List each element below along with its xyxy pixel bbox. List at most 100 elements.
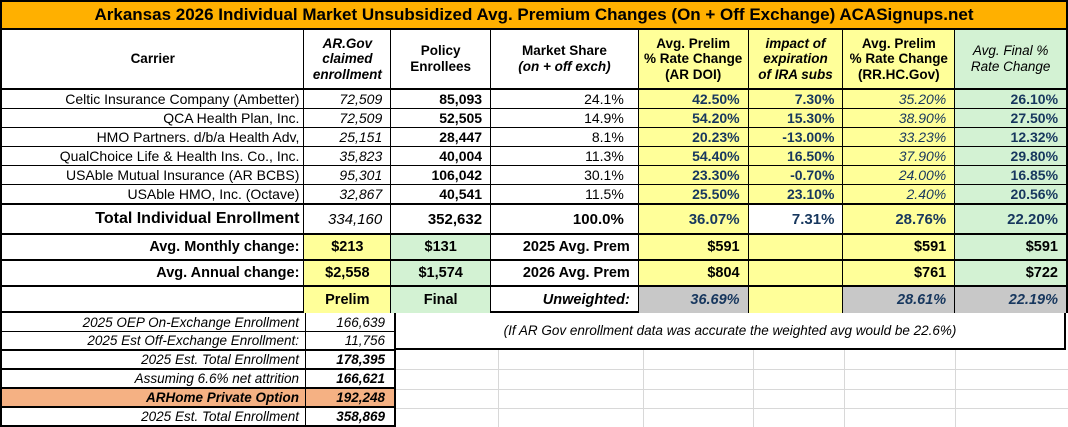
ira-impact-cell[interactable]: 7.30%: [748, 90, 844, 108]
ardoi-rate-cell[interactable]: 25.50%: [638, 185, 749, 203]
empty-cell[interactable]: [2, 287, 305, 313]
header-prelim-rrhcgov[interactable]: Avg. Prelim % Rate Change (RR.HC.Gov): [843, 30, 956, 88]
header-prelim-ardoi[interactable]: Avg. Prelim % Rate Change (AR DOI): [638, 30, 749, 88]
total-label-cell[interactable]: Total Individual Enrollment: [2, 205, 305, 233]
market-share-cell[interactable]: 14.9%: [491, 109, 639, 127]
ira-empty-cell[interactable]: [748, 261, 844, 285]
prem-2025-label-cell[interactable]: 2025 Avg. Prem: [491, 235, 639, 259]
enrollment-label-cell[interactable]: 2025 Est. Total Enrollment: [2, 351, 306, 368]
annual-claimed-cell[interactable]: $2,558: [304, 261, 392, 285]
ira-impact-cell[interactable]: 23.10%: [748, 185, 844, 203]
ira-empty-cell[interactable]: [748, 287, 844, 313]
policy-enrollees-cell[interactable]: 85,093: [391, 90, 492, 108]
carrier-name-cell[interactable]: HMO Partners. d/b/a Health Adv,: [2, 128, 305, 146]
unweighted-final-cell[interactable]: 22.19%: [955, 287, 1066, 313]
prem-2026-rrhcgov-cell[interactable]: $761: [843, 261, 956, 285]
rrhcgov-rate-cell[interactable]: 35.20%: [843, 90, 956, 108]
enrollment-value-cell[interactable]: 166,639: [336, 314, 385, 330]
carrier-name-cell[interactable]: USAble HMO, Inc. (Octave): [2, 185, 305, 203]
ira-impact-cell[interactable]: -0.70%: [748, 166, 844, 184]
final-rate-cell[interactable]: 29.80%: [955, 147, 1067, 165]
enrollment-label-cell[interactable]: Assuming 6.6% net attrition: [2, 370, 306, 387]
header-argov-enrollment[interactable]: AR.Gov claimed enrollment: [304, 30, 392, 88]
arhome-value-cell[interactable]: 192,248: [306, 389, 394, 406]
unweighted-rrhcgov-cell[interactable]: 28.61%: [843, 287, 956, 313]
carrier-name-cell[interactable]: Celtic Insurance Company (Ambetter): [2, 90, 305, 108]
argov-enrollment-cell[interactable]: 72,509: [304, 90, 392, 108]
policy-enrollees-cell[interactable]: 28,447: [391, 128, 492, 146]
market-share-cell[interactable]: 24.1%: [491, 90, 639, 108]
total-final-cell[interactable]: 22.20%: [955, 205, 1067, 233]
final-rate-cell[interactable]: 27.50%: [955, 109, 1067, 127]
final-rate-cell[interactable]: 20.56%: [955, 185, 1067, 203]
prem-2026-label-cell[interactable]: 2026 Avg. Prem: [491, 261, 639, 285]
market-share-cell[interactable]: 8.1%: [491, 128, 639, 146]
ardoi-rate-cell[interactable]: 54.20%: [638, 109, 749, 127]
prem-2026-ardoi-cell[interactable]: $804: [638, 261, 749, 285]
enrollment-value-cell[interactable]: 358,869: [336, 409, 385, 424]
total-share-cell[interactable]: 100.0%: [491, 205, 639, 233]
monthly-actual-cell[interactable]: $131: [391, 235, 492, 259]
policy-enrollees-cell[interactable]: 52,505: [391, 109, 492, 127]
rrhcgov-rate-cell[interactable]: 2.40%: [843, 185, 956, 203]
argov-enrollment-cell[interactable]: 35,823: [304, 147, 392, 165]
rrhcgov-rate-cell[interactable]: 37.90%: [843, 147, 956, 165]
annual-actual-cell[interactable]: $1,574: [391, 261, 492, 285]
final-tag-cell[interactable]: Final: [391, 287, 492, 313]
header-final-rate-change[interactable]: Avg. Final % Rate Change: [955, 30, 1067, 88]
ira-impact-cell[interactable]: -13.00%: [748, 128, 844, 146]
enrollment-label-cell[interactable]: 2025 Est. Total Enrollment: [2, 408, 306, 425]
market-share-cell[interactable]: 11.3%: [491, 147, 639, 165]
enrollment-label-cell[interactable]: 2025 OEP On-Exchange Enrollment: [2, 313, 306, 331]
carrier-name-cell[interactable]: QualChoice Life & Health Ins. Co., Inc.: [2, 147, 305, 165]
monthly-label-cell[interactable]: Avg. Monthly change:: [2, 235, 305, 259]
policy-enrollees-cell[interactable]: 40,004: [391, 147, 492, 165]
total-argov-cell[interactable]: 334,160: [304, 205, 392, 233]
ira-impact-cell[interactable]: 16.50%: [748, 147, 844, 165]
ardoi-rate-cell[interactable]: 54.40%: [638, 147, 749, 165]
ardoi-rate-cell[interactable]: 23.30%: [638, 166, 749, 184]
unweighted-ardoi-cell[interactable]: 36.69%: [638, 287, 749, 313]
monthly-claimed-cell[interactable]: $213: [304, 235, 392, 259]
prem-2025-final-cell[interactable]: $591: [955, 235, 1066, 259]
total-enrollees-cell[interactable]: 352,632: [391, 205, 492, 233]
ira-empty-cell[interactable]: [748, 235, 844, 259]
header-carrier[interactable]: Carrier: [2, 30, 305, 88]
enrollment-value-cell[interactable]: 11,756: [344, 333, 385, 348]
prem-2025-ardoi-cell[interactable]: $591: [638, 235, 749, 259]
policy-enrollees-cell[interactable]: 40,541: [391, 185, 492, 203]
arhome-label-cell[interactable]: ARHome Private Option: [2, 389, 306, 406]
argov-enrollment-cell[interactable]: 25,151: [304, 128, 392, 146]
rrhcgov-rate-cell[interactable]: 33.23%: [843, 128, 956, 146]
unweighted-label-cell[interactable]: Unweighted:: [491, 287, 639, 313]
header-market-share[interactable]: Market Share (on + off exch): [491, 30, 639, 88]
market-share-cell[interactable]: 30.1%: [491, 166, 639, 184]
rrhcgov-rate-cell[interactable]: 38.90%: [843, 109, 956, 127]
policy-enrollees-cell[interactable]: 106,042: [391, 166, 492, 184]
enrollment-value-cell[interactable]: 178,395: [336, 352, 385, 367]
argov-enrollment-cell[interactable]: 95,301: [304, 166, 392, 184]
header-policy-enrollees[interactable]: Policy Enrollees: [391, 30, 492, 88]
final-rate-cell[interactable]: 16.85%: [955, 166, 1067, 184]
ardoi-rate-cell[interactable]: 20.23%: [638, 128, 749, 146]
argov-enrollment-cell[interactable]: 32,867: [304, 185, 392, 203]
carrier-name-cell[interactable]: QCA Health Plan, Inc.: [2, 109, 305, 127]
carrier-name-cell[interactable]: USAble Mutual Insurance (AR BCBS): [2, 166, 305, 184]
enrollment-value-cell[interactable]: 166,621: [336, 371, 385, 386]
prelim-tag-cell[interactable]: Prelim: [304, 287, 392, 313]
prem-2026-final-cell[interactable]: $722: [955, 261, 1066, 285]
total-ira-cell[interactable]: 7.31%: [749, 205, 844, 233]
ira-impact-cell[interactable]: 15.30%: [748, 109, 844, 127]
argov-enrollment-cell[interactable]: 72,509: [304, 109, 392, 127]
header-ira-impact[interactable]: impact of expiration of IRA subs: [748, 30, 844, 88]
rrhcgov-rate-cell[interactable]: 24.00%: [843, 166, 956, 184]
ardoi-rate-cell[interactable]: 42.50%: [638, 90, 749, 108]
prem-2025-rrhcgov-cell[interactable]: $591: [843, 235, 956, 259]
final-rate-cell[interactable]: 12.32%: [955, 128, 1067, 146]
total-rrhcgov-cell[interactable]: 28.76%: [843, 205, 956, 233]
final-rate-cell[interactable]: 26.10%: [955, 90, 1067, 108]
total-ardoi-cell[interactable]: 36.07%: [638, 205, 749, 233]
annual-label-cell[interactable]: Avg. Annual change:: [2, 261, 305, 285]
market-share-cell[interactable]: 11.5%: [491, 185, 639, 203]
enrollment-label-cell[interactable]: 2025 Est Off-Exchange Enrollment:: [2, 332, 306, 349]
